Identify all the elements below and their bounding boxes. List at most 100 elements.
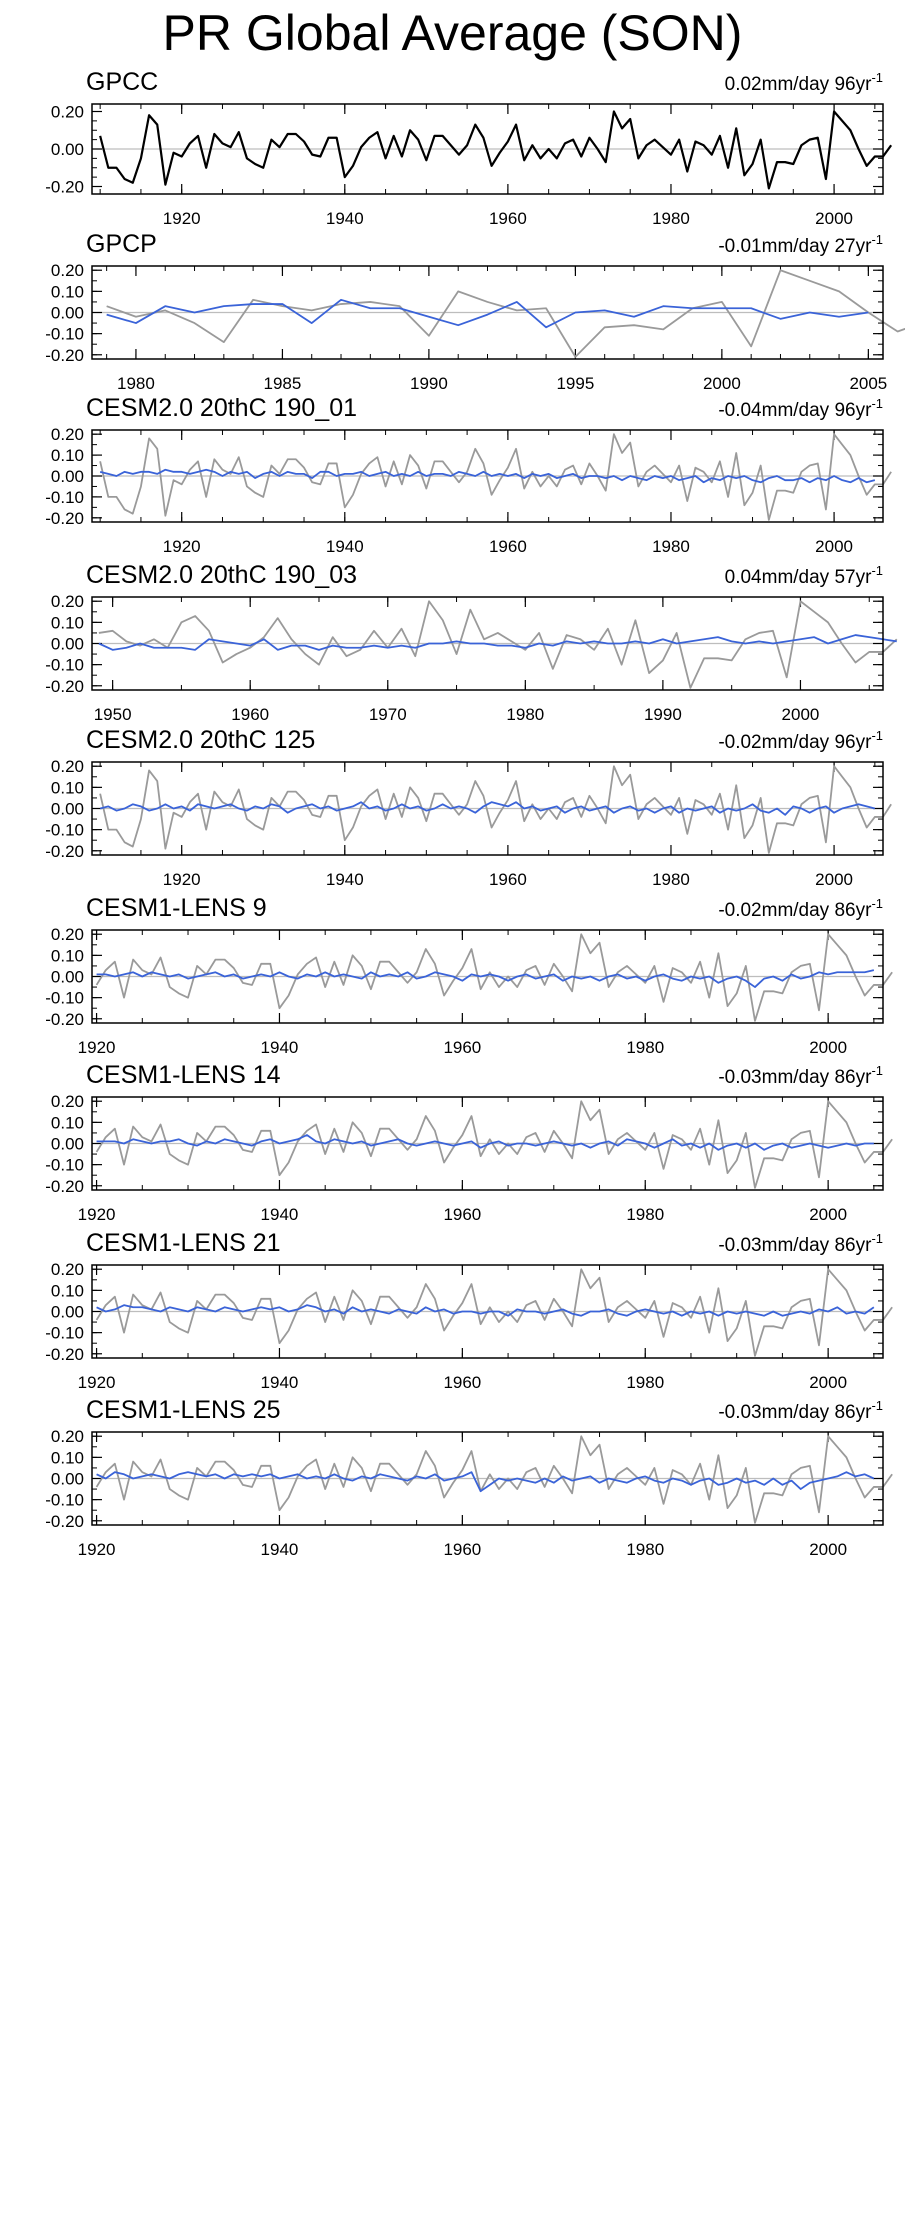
chart-panel: CESM2.0 20thC 190_03 0.04mm/day 57yr-1 -0.…: [45, 561, 898, 724]
y-tick-label: 0.20: [51, 425, 84, 444]
x-tick-label: 1980: [652, 209, 690, 228]
y-tick-label: 0.10: [51, 282, 84, 301]
y-tick-label: -0.20: [45, 1177, 84, 1196]
trend-label-text: -0.02mm/day 96yr: [718, 732, 872, 753]
plot-frame: [91, 596, 884, 691]
trend-label-exponent: -1: [871, 728, 883, 743]
y-tick-label: 0.10: [51, 446, 84, 465]
y-tick-label: 0.00: [51, 140, 84, 159]
panel-title: GPCP: [86, 230, 157, 258]
trend-label-text: -0.02mm/day 86yr: [718, 900, 872, 921]
x-tick-label: 1995: [556, 374, 594, 393]
x-tick-label: 1960: [443, 1540, 481, 1559]
chart-main-title: PR Global Average (SON): [162, 5, 743, 61]
x-tick-label: 1980: [626, 1373, 664, 1392]
x-tick-label: 1980: [626, 1038, 664, 1057]
x-tick-label: 1940: [326, 870, 364, 889]
y-tick-label: -0.20: [45, 178, 84, 197]
series-line-model: [99, 468, 876, 484]
x-tick-label: 1920: [163, 209, 201, 228]
x-tick-label: 1920: [78, 1205, 116, 1224]
plot-frame: [91, 429, 884, 523]
x-tick-label: 1960: [489, 209, 527, 228]
trend-label-text: 0.02mm/day 96yr: [725, 74, 872, 95]
trend-label: -0.04mm/day 96yr-1: [718, 396, 883, 421]
x-tick-label: 1980: [506, 705, 544, 724]
x-tick-label: 1940: [261, 1540, 299, 1559]
y-tick-label: 0.00: [51, 1303, 84, 1322]
y-tick-label: 0.20: [51, 592, 84, 611]
x-tick-label: 1985: [264, 374, 302, 393]
trend-label-exponent: -1: [871, 1398, 883, 1413]
trend-label-exponent: -1: [871, 1231, 883, 1246]
panel-title: CESM1-LENS 14: [86, 1061, 281, 1089]
chart-panel: CESM1-LENS 21 -0.03mm/day 86yr-1 -0.20 -0.1…: [45, 1229, 893, 1392]
panel-title: CESM1-LENS 21: [86, 1229, 281, 1257]
x-tick-label: 1960: [489, 537, 527, 556]
x-tick-label: 1920: [78, 1540, 116, 1559]
x-tick-label: 1980: [652, 537, 690, 556]
y-tick-label: -0.20: [45, 346, 84, 365]
trend-label: -0.02mm/day 86yr-1: [718, 896, 883, 921]
x-tick-label: 1980: [117, 374, 155, 393]
panel-title: CESM2.0 20thC 190_01: [86, 394, 357, 422]
trend-label-text: -0.04mm/day 96yr: [718, 400, 872, 421]
trend-label: -0.03mm/day 86yr-1: [718, 1231, 883, 1256]
x-tick-label: 2000: [815, 537, 853, 556]
plot-frame: [91, 103, 884, 195]
x-tick-label: 1960: [231, 705, 269, 724]
trend-label-text: -0.03mm/day 86yr: [718, 1402, 872, 1423]
x-tick-label: 1960: [443, 1205, 481, 1224]
x-tick-label: 2000: [809, 1373, 847, 1392]
x-tick-label: 1980: [626, 1205, 664, 1224]
trend-label-text: -0.01mm/day 27yr: [718, 236, 872, 257]
trend-label: -0.03mm/day 86yr-1: [718, 1398, 883, 1423]
y-tick-label: 0.20: [51, 103, 84, 122]
x-tick-label: 1990: [644, 705, 682, 724]
y-tick-label: -0.10: [45, 1156, 84, 1175]
series-line-model: [99, 801, 876, 816]
y-tick-label: -0.20: [45, 1512, 84, 1531]
y-tick-label: 0.00: [51, 1135, 84, 1154]
y-tick-label: 0.00: [51, 304, 84, 323]
x-tick-label: 1940: [261, 1373, 299, 1392]
series-line-model: [96, 1134, 874, 1151]
series-line-model: [98, 634, 897, 651]
x-tick-label: 1940: [326, 537, 364, 556]
chart-panel: CESM1-LENS 9 -0.02mm/day 86yr-1 -0.20 -0.10…: [45, 894, 893, 1057]
x-tick-label: 2005: [849, 374, 887, 393]
series-line-reference: [106, 269, 905, 358]
trend-label-exponent: -1: [871, 896, 883, 911]
y-tick-label: -0.10: [45, 989, 84, 1008]
y-tick-label: 0.20: [51, 261, 84, 280]
trend-label-exponent: -1: [871, 563, 883, 578]
y-tick-label: 0.10: [51, 613, 84, 632]
trend-label-exponent: -1: [871, 396, 883, 411]
series-line-reference: [98, 600, 898, 689]
trend-label: 0.02mm/day 96yr-1: [725, 70, 883, 95]
panel-title: CESM1-LENS 9: [86, 894, 267, 922]
x-tick-label: 1920: [78, 1038, 116, 1057]
trend-label: -0.01mm/day 27yr-1: [718, 232, 883, 257]
x-tick-label: 2000: [782, 705, 820, 724]
series-line-model: [96, 969, 875, 988]
series-line-reference: [99, 433, 892, 521]
series-line-model: [106, 298, 869, 329]
x-tick-label: 1920: [163, 537, 201, 556]
chart-panel: CESM2.0 20thC 125 -0.02mm/day 96yr-1 -0.20…: [45, 726, 892, 889]
panel-title: CESM1-LENS 25: [86, 1396, 281, 1424]
panel-title: CESM2.0 20thC 190_03: [86, 561, 357, 589]
plot-frame: [91, 265, 884, 360]
x-tick-label: 1990: [410, 374, 448, 393]
trend-label-exponent: -1: [871, 70, 883, 85]
plot-frame: [91, 1096, 884, 1191]
series-line-model: [96, 1304, 875, 1317]
y-tick-label: 0.20: [51, 925, 84, 944]
x-tick-label: 1940: [261, 1205, 299, 1224]
chart-panel: CESM1-LENS 14 -0.03mm/day 86yr-1 -0.20 -0.1…: [45, 1061, 893, 1224]
plot-frame: [91, 1431, 884, 1526]
y-tick-label: 0.00: [51, 800, 84, 819]
y-tick-label: 0.00: [51, 635, 84, 654]
series-line-model: [96, 1471, 875, 1493]
